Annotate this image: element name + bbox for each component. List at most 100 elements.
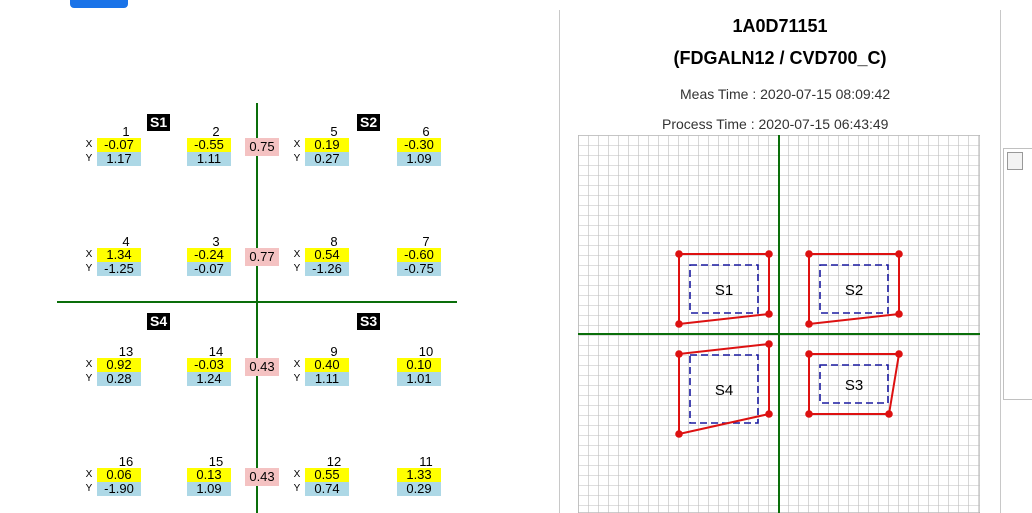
y-value: -0.75 bbox=[397, 262, 441, 276]
y-value: 1.01 bbox=[397, 372, 441, 386]
corner-point bbox=[675, 350, 683, 358]
x-value: -0.24 bbox=[187, 248, 231, 262]
x-value: 1.33 bbox=[397, 468, 441, 482]
point-number: 14 bbox=[208, 344, 224, 359]
corner-point bbox=[805, 320, 813, 328]
y-label: Y bbox=[293, 483, 301, 494]
point-number: 1 bbox=[122, 124, 130, 139]
corner-point bbox=[765, 410, 773, 418]
center-value-row1: 0.75 bbox=[245, 138, 279, 156]
shot-label-s1: S1 bbox=[715, 282, 733, 299]
center-value-row2: 0.77 bbox=[245, 248, 279, 266]
corner-point bbox=[805, 410, 813, 418]
x-label: X bbox=[85, 359, 93, 370]
shot-grid-plot: S1 S2 S4 S3 bbox=[578, 135, 980, 513]
point-7: 7 -0.60 -0.75 bbox=[384, 235, 454, 279]
x-label: X bbox=[293, 469, 301, 480]
point-number: 13 bbox=[118, 344, 134, 359]
center-value-row3: 0.43 bbox=[245, 358, 279, 376]
point-number: 7 bbox=[422, 234, 430, 249]
y-value: 1.11 bbox=[187, 152, 231, 166]
point-16: 16 X 0.06 Y -1.90 bbox=[84, 455, 154, 499]
point-12: 12 X 0.55 Y 0.74 bbox=[292, 455, 362, 499]
y-value: -1.25 bbox=[97, 262, 141, 276]
x-value: -0.03 bbox=[187, 358, 231, 372]
x-value: 0.19 bbox=[305, 138, 349, 152]
point-3: 3 -0.24 -0.07 bbox=[174, 235, 244, 279]
point-15: 15 0.13 1.09 bbox=[174, 455, 244, 499]
x-value: 0.55 bbox=[305, 468, 349, 482]
horizontal-axis bbox=[57, 301, 457, 303]
x-value: 0.06 bbox=[97, 468, 141, 482]
corner-point bbox=[765, 340, 773, 348]
y-value: 1.17 bbox=[97, 152, 141, 166]
vertical-axis bbox=[256, 103, 258, 513]
y-label: Y bbox=[293, 263, 301, 274]
x-value: 0.92 bbox=[97, 358, 141, 372]
corner-point bbox=[895, 310, 903, 318]
x-value: -0.30 bbox=[397, 138, 441, 152]
panel-divider-right bbox=[1000, 10, 1001, 513]
point-6: 6 -0.30 1.09 bbox=[384, 125, 454, 169]
y-label: Y bbox=[85, 373, 93, 384]
x-value: -0.55 bbox=[187, 138, 231, 152]
quadrant-label-s3: S3 bbox=[357, 313, 381, 330]
corner-point bbox=[895, 250, 903, 258]
y-value: 0.29 bbox=[397, 482, 441, 496]
point-number: 9 bbox=[330, 344, 338, 359]
point-number: 11 bbox=[419, 454, 433, 469]
y-value: 1.11 bbox=[305, 372, 349, 386]
point-11: 11 1.33 0.29 bbox=[384, 455, 454, 499]
corner-point bbox=[805, 350, 813, 358]
point-number: 16 bbox=[118, 454, 134, 469]
point-9: 9 X 0.40 Y 1.11 bbox=[292, 345, 362, 389]
broken-image bbox=[1003, 148, 1032, 400]
x-value: 0.54 bbox=[305, 248, 349, 262]
point-number: 8 bbox=[330, 234, 338, 249]
point-4: 4 X 1.34 Y -1.25 bbox=[84, 235, 154, 279]
y-value: -1.26 bbox=[305, 262, 349, 276]
corner-point bbox=[675, 250, 683, 258]
point-number: 5 bbox=[330, 124, 338, 139]
y-value: 1.09 bbox=[187, 482, 231, 496]
y-value: 1.09 bbox=[397, 152, 441, 166]
quadrant-label-s4: S4 bbox=[147, 313, 171, 330]
x-value: 1.34 bbox=[97, 248, 141, 262]
point-number: 15 bbox=[208, 454, 224, 469]
quadrant-label-s2: S2 bbox=[357, 114, 381, 131]
point-number: 4 bbox=[122, 234, 130, 249]
corner-point bbox=[765, 310, 773, 318]
x-label: X bbox=[85, 139, 93, 150]
x-label: X bbox=[85, 249, 93, 260]
broken-image-icon bbox=[1007, 152, 1023, 170]
x-label: X bbox=[293, 359, 301, 370]
shot-label-s4: S4 bbox=[715, 382, 733, 399]
x-label: X bbox=[293, 139, 301, 150]
nominal-shot-s3 bbox=[819, 364, 889, 404]
x-value: 0.40 bbox=[305, 358, 349, 372]
corner-point bbox=[805, 250, 813, 258]
shot-shape-panel: 1A0D71151 (FDGALN12 / CVD700_C) Meas Tim… bbox=[560, 0, 1000, 513]
point-number: 12 bbox=[326, 454, 342, 469]
panel-divider bbox=[559, 10, 560, 513]
point-5: 5 X 0.19 Y 0.27 bbox=[292, 125, 362, 169]
y-value: 0.28 bbox=[97, 372, 141, 386]
y-label: Y bbox=[85, 263, 93, 274]
point-2: 2 -0.55 1.11 bbox=[174, 125, 244, 169]
point-14: 14 -0.03 1.24 bbox=[174, 345, 244, 389]
x-label: X bbox=[85, 469, 93, 480]
corner-point bbox=[895, 350, 903, 358]
corner-point bbox=[765, 250, 773, 258]
lot-id-title: 1A0D71151 bbox=[732, 16, 828, 36]
shot-label-s2: S2 bbox=[845, 282, 863, 299]
x-value: 0.13 bbox=[187, 468, 231, 482]
y-label: Y bbox=[293, 373, 301, 384]
y-label: Y bbox=[85, 153, 93, 164]
top-tab-button[interactable] bbox=[70, 0, 128, 8]
corner-point bbox=[675, 320, 683, 328]
y-value: 0.27 bbox=[305, 152, 349, 166]
meas-time: Meas Time : 2020-07-15 08:09:42 bbox=[680, 86, 891, 102]
center-value-row4: 0.43 bbox=[245, 468, 279, 486]
corner-point bbox=[675, 430, 683, 438]
y-value: 0.74 bbox=[305, 482, 349, 496]
